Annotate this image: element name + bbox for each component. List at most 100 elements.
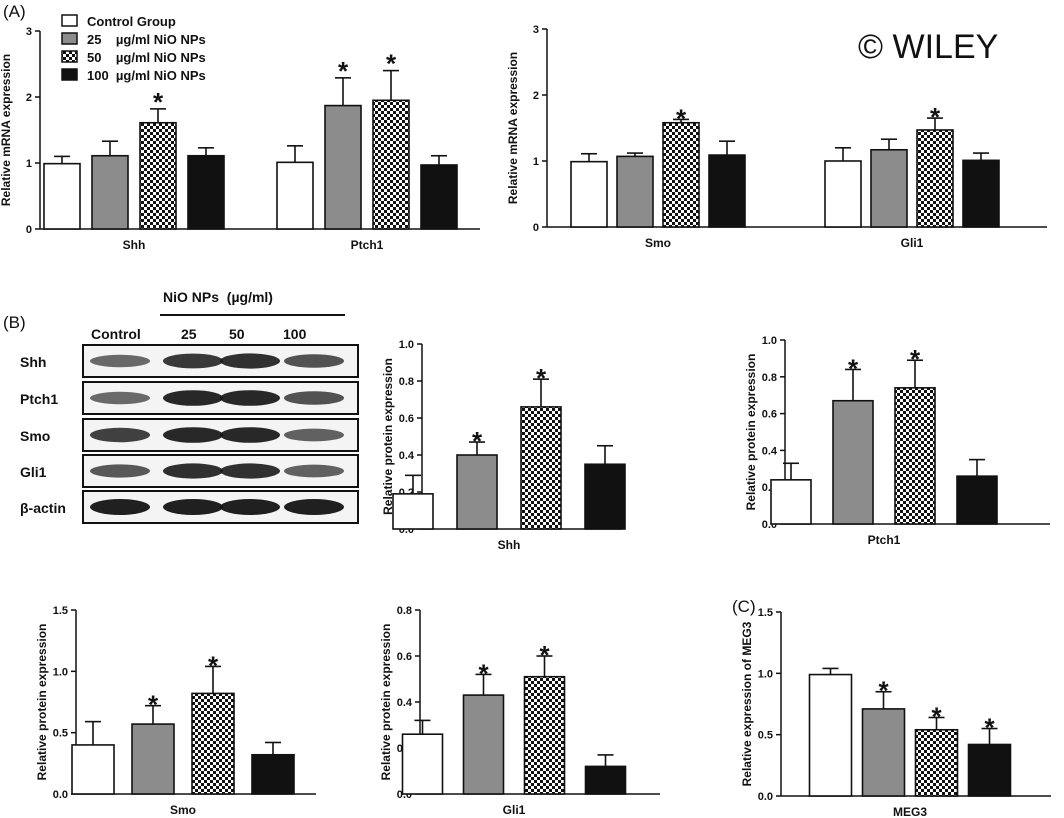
- bar-Ptch1-0: [770, 479, 812, 525]
- wb-label-3: Gli1: [20, 464, 47, 480]
- watermark-text: © WILEY: [858, 28, 998, 66]
- wb-header: NiO NPs (µg/ml): [163, 289, 273, 305]
- significance-star: *: [539, 640, 550, 670]
- wb-band: [163, 353, 223, 369]
- category-label-Smo: Smo: [170, 803, 196, 817]
- y-axis-label: Relative protein expression: [381, 358, 395, 515]
- bar-Ptch1-1: [324, 104, 362, 230]
- bar-Shh-0: [392, 493, 434, 530]
- y-tick-label: 0.4: [762, 445, 778, 457]
- bar-Smo-0: [71, 744, 115, 795]
- bar-Smo-1: [131, 723, 175, 795]
- legend-swatch-100: [61, 68, 78, 81]
- wb-band: [90, 354, 150, 368]
- legend-label-control: Control Group: [87, 14, 176, 29]
- significance-star: *: [148, 690, 159, 720]
- y-tick-label: 0.0: [53, 789, 68, 801]
- y-tick-label: 2: [533, 90, 539, 102]
- bar-Shh-2: [139, 121, 177, 230]
- y-tick-label: 1.5: [758, 607, 773, 619]
- y-tick-label: 2: [26, 92, 32, 104]
- significance-star: *: [676, 103, 687, 133]
- wb-band: [90, 499, 150, 515]
- significance-star: *: [338, 56, 349, 86]
- bar-Ptch1-0: [276, 161, 314, 230]
- bar-Gli1-3: [962, 159, 1000, 228]
- significance-star: *: [536, 363, 547, 393]
- chart-mrna2: 0 1 2 3 Relative mRNA expression * Smo * Gli1: [506, 24, 1047, 250]
- bar-Shh-3: [584, 463, 626, 530]
- wb-label-4: β-actin: [20, 500, 66, 516]
- wb-lane-control: Control: [91, 326, 141, 342]
- significance-star: *: [931, 701, 942, 731]
- bar-MEG3-0: [808, 673, 853, 797]
- wb-band: [284, 391, 344, 405]
- y-tick-label: 0.8: [397, 605, 412, 617]
- category-label-Ptch1: Ptch1: [351, 238, 384, 252]
- bar-Ptch1-2: [372, 99, 410, 230]
- wb-band: [220, 390, 280, 406]
- wb-label-1: Ptch1: [20, 391, 58, 407]
- y-tick-label: 1: [26, 158, 32, 170]
- wb-band: [163, 390, 223, 406]
- wb-rows: Shh Ptch1 Smo Gli1 β-actin: [20, 344, 359, 524]
- y-tick-label: 0.0: [758, 791, 773, 803]
- y-tick-label: 1: [533, 156, 539, 168]
- bar-Gli1-1: [462, 694, 505, 795]
- y-axis-label: Relative mRNA expression: [506, 52, 520, 204]
- significance-star: *: [478, 658, 489, 688]
- wb-label-2: Smo: [20, 428, 50, 444]
- y-tick-label: 1.0: [758, 668, 773, 680]
- bar-Gli1-0: [401, 733, 444, 795]
- bar-MEG3-3: [967, 743, 1012, 797]
- significance-star: *: [208, 650, 219, 680]
- y-tick-label: 3: [533, 24, 539, 36]
- wb-band: [163, 427, 223, 443]
- y-axis-label: Relative protein expression: [35, 624, 49, 781]
- bar-Gli1-1: [870, 148, 908, 228]
- bar-Smo-0: [570, 160, 608, 228]
- wb-band: [284, 499, 344, 515]
- significance-star: *: [153, 87, 164, 117]
- y-tick-label: 0.8: [399, 376, 414, 388]
- wb-lane-25: 25: [181, 326, 197, 342]
- chart-mrna1: 0 1 2 3 Relative mRNA expression * Shh * * Ptch1: [0, 26, 480, 252]
- y-tick-label: 1.0: [53, 666, 68, 678]
- wb-band: [284, 354, 344, 368]
- legend-label-50: 50 µg/ml NiO NPs: [87, 50, 206, 65]
- bar-Smo-2: [662, 121, 700, 228]
- y-tick-label: 1.0: [399, 339, 414, 351]
- y-tick-label: 0.5: [53, 728, 68, 740]
- wb-band: [220, 427, 280, 443]
- y-tick-label: 0.5: [758, 730, 773, 742]
- wb-band: [90, 391, 150, 405]
- bar-Shh-3: [187, 154, 225, 230]
- category-label-Gli1: Gli1: [503, 803, 526, 817]
- significance-star: *: [386, 49, 397, 79]
- panel-label-c: (C): [732, 597, 756, 616]
- bar-Gli1-0: [824, 160, 862, 228]
- wb-band: [90, 427, 150, 443]
- y-tick-label: 1.0: [762, 335, 777, 347]
- bar-Shh-1: [91, 154, 129, 230]
- category-label-Shh: Shh: [498, 538, 521, 552]
- wb-lane-50: 50: [229, 326, 245, 342]
- significance-star: *: [848, 353, 859, 383]
- legend-swatch-control: [61, 14, 78, 27]
- category-label-MEG3: MEG3: [893, 805, 927, 818]
- y-axis-label: Relative mRNA expression: [0, 54, 13, 206]
- bar-Smo-3: [251, 753, 295, 795]
- bar-Smo-2: [191, 692, 235, 795]
- y-tick-label: 0: [26, 224, 32, 236]
- wb-band: [163, 463, 223, 479]
- bar-Smo-1: [616, 155, 654, 228]
- bar-Smo-3: [708, 154, 746, 228]
- wb-band: [220, 463, 280, 479]
- legend: Control Group 25 µg/ml NiO NPs 50 µg/ml …: [61, 14, 206, 83]
- legend-swatch-50: [61, 50, 78, 63]
- wb-band: [220, 353, 280, 369]
- bar-Gli1-2: [916, 129, 954, 228]
